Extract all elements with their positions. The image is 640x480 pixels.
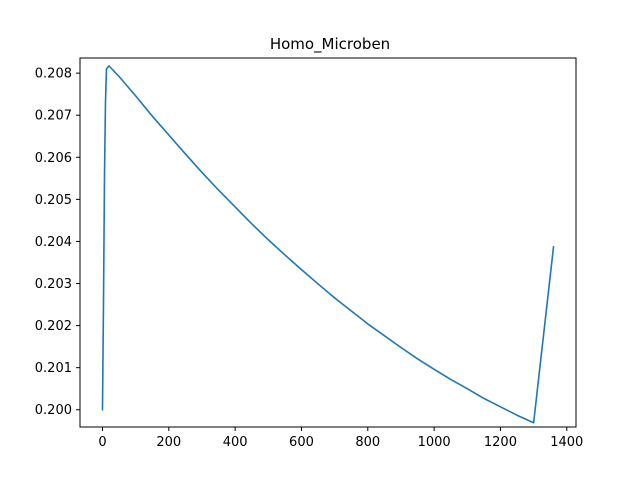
axes-frame — [79, 57, 577, 428]
chart-title: Homo_Microben — [270, 35, 390, 54]
y-tick-label: 0.201 — [35, 361, 72, 376]
y-tick-label: 0.203 — [35, 277, 72, 292]
x-tick-label: 800 — [355, 435, 380, 450]
y-tick-label: 0.205 — [35, 193, 72, 208]
plot-area — [101, 65, 555, 424]
y-tick-label: 0.208 — [35, 67, 72, 82]
y-tick-label: 0.207 — [35, 109, 72, 124]
y-tick-label: 0.202 — [35, 319, 72, 334]
x-tick-label: 0 — [98, 435, 106, 450]
x-tick-label: 600 — [289, 435, 314, 450]
x-tick-label: 1400 — [550, 435, 583, 450]
x-tick-label: 400 — [223, 435, 248, 450]
y-tick-label: 0.206 — [35, 151, 72, 166]
x-tick-label: 1200 — [484, 435, 517, 450]
y-tick-label: 0.204 — [35, 235, 72, 250]
x-tick-label: 1000 — [418, 435, 451, 450]
y-tick-label: 0.200 — [35, 403, 72, 418]
y-axis: 0.200 0.201 0.202 0.203 0.204 0.205 0.206 0.207… — [35, 67, 80, 418]
series-line-0 — [101, 65, 555, 424]
x-tick-label: 200 — [156, 435, 181, 450]
x-axis: 0 200 400 600 800 1000 1200 1400 — [98, 427, 583, 450]
